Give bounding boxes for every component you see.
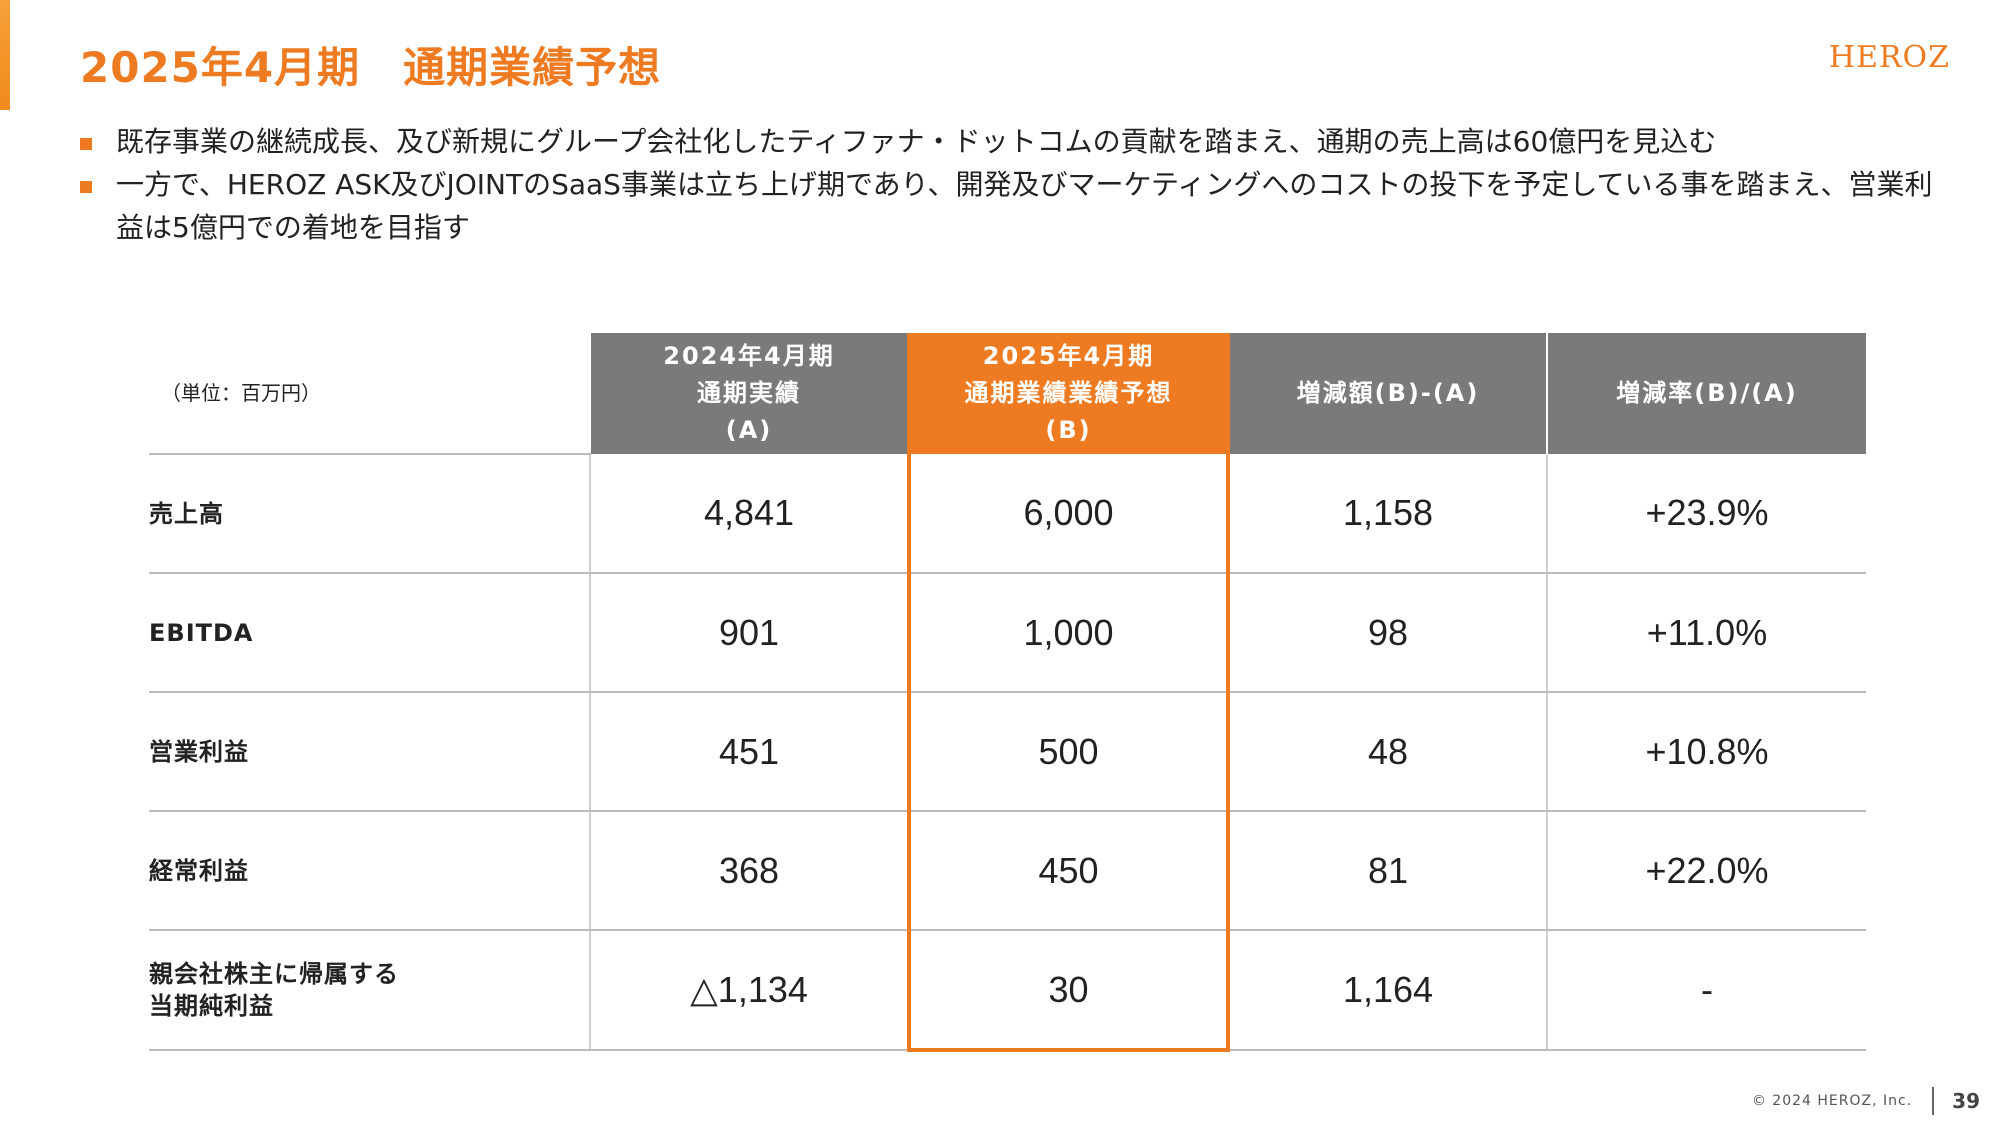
value-change-amount: 1,164 [1227,930,1547,1051]
value-change-rate: - [1546,930,1866,1051]
bullet-text: 一方で、HEROZ ASK及びJOINTのSaaS事業は立ち上げ期であり、開発及… [116,168,1933,244]
row-label: 営業利益 [149,692,590,812]
value-change-amount: 1,158 [1227,454,1547,574]
table-header-row: （単位：百万円） 2024年4月期 通期実績 (A) 2025年4月期 通期業績… [149,333,1866,455]
bullet-list: 既存事業の継続成長、及び新規にグループ会社化したティファナ・ドットコムの貢献を踏… [80,120,1960,249]
table-row-ordinary-income: 経常利益 368 450 81 +22.0% [149,811,1866,931]
header-change-amount: 増減額(B)-(A) [1227,333,1547,454]
forecast-table: （単位：百万円） 2024年4月期 通期実績 (A) 2025年4月期 通期業績… [149,333,1866,1052]
value-fy2024: 901 [589,573,909,693]
table-row-net-income: 親会社株主に帰属する 当期純利益 △1,134 30 1,164 - [149,930,1866,1052]
bullet-item: 一方で、HEROZ ASK及びJOINTのSaaS事業は立ち上げ期であり、開発及… [80,163,1960,249]
table-row-ebitda: EBITDA 901 1,000 98 +11.0% [149,573,1866,693]
slide-footer: © 2024 HEROZ, Inc. 39 [1752,1087,1980,1115]
heroz-logo: HEROZ [1828,40,1950,75]
value-fy2025: 1,000 [907,573,1230,693]
value-fy2025: 6,000 [907,454,1230,574]
value-change-amount: 98 [1227,573,1547,693]
header-fy2025-forecast: 2025年4月期 通期業績業績予想 (B) [907,333,1230,454]
bullet-text: 既存事業の継続成長、及び新規にグループ会社化したティファナ・ドットコムの貢献を踏… [116,125,1717,158]
table-row-operating-income: 営業利益 451 500 48 +10.8% [149,692,1866,812]
value-fy2024: 4,841 [589,454,909,574]
value-fy2024: △1,134 [589,930,909,1051]
slide-title: 2025年4月期 通期業績予想 [80,43,662,92]
row-label: 親会社株主に帰属する 当期純利益 [149,930,590,1051]
unit-label: （単位：百万円） [149,333,590,455]
value-change-amount: 81 [1227,811,1547,931]
bullet-square-icon [80,181,92,193]
value-change-amount: 48 [1227,692,1547,812]
footer-divider [1932,1087,1935,1115]
value-change-rate: +22.0% [1546,811,1866,931]
value-fy2025: 500 [907,692,1230,812]
value-change-rate: +10.8% [1546,692,1866,812]
value-fy2025: 450 [907,811,1230,931]
value-fy2025: 30 [907,930,1230,1052]
bullet-square-icon [80,138,92,150]
row-label: EBITDA [149,573,590,693]
value-change-rate: +23.9% [1546,454,1866,574]
row-label: 売上高 [149,454,590,574]
bullet-item: 既存事業の継続成長、及び新規にグループ会社化したティファナ・ドットコムの貢献を踏… [80,120,1960,163]
value-fy2024: 451 [589,692,909,812]
header-fy2024-actual: 2024年4月期 通期実績 (A) [589,333,909,454]
title-accent-bar [0,0,10,110]
value-change-rate: +11.0% [1546,573,1866,693]
page-number: 39 [1952,1089,1980,1113]
value-fy2024: 368 [589,811,909,931]
table-row-revenue: 売上高 4,841 6,000 1,158 +23.9% [149,454,1866,574]
copyright-text: © 2024 HEROZ, Inc. [1751,1093,1913,1109]
header-change-rate: 増減率(B)/(A) [1546,333,1866,454]
row-label: 経常利益 [149,811,590,931]
